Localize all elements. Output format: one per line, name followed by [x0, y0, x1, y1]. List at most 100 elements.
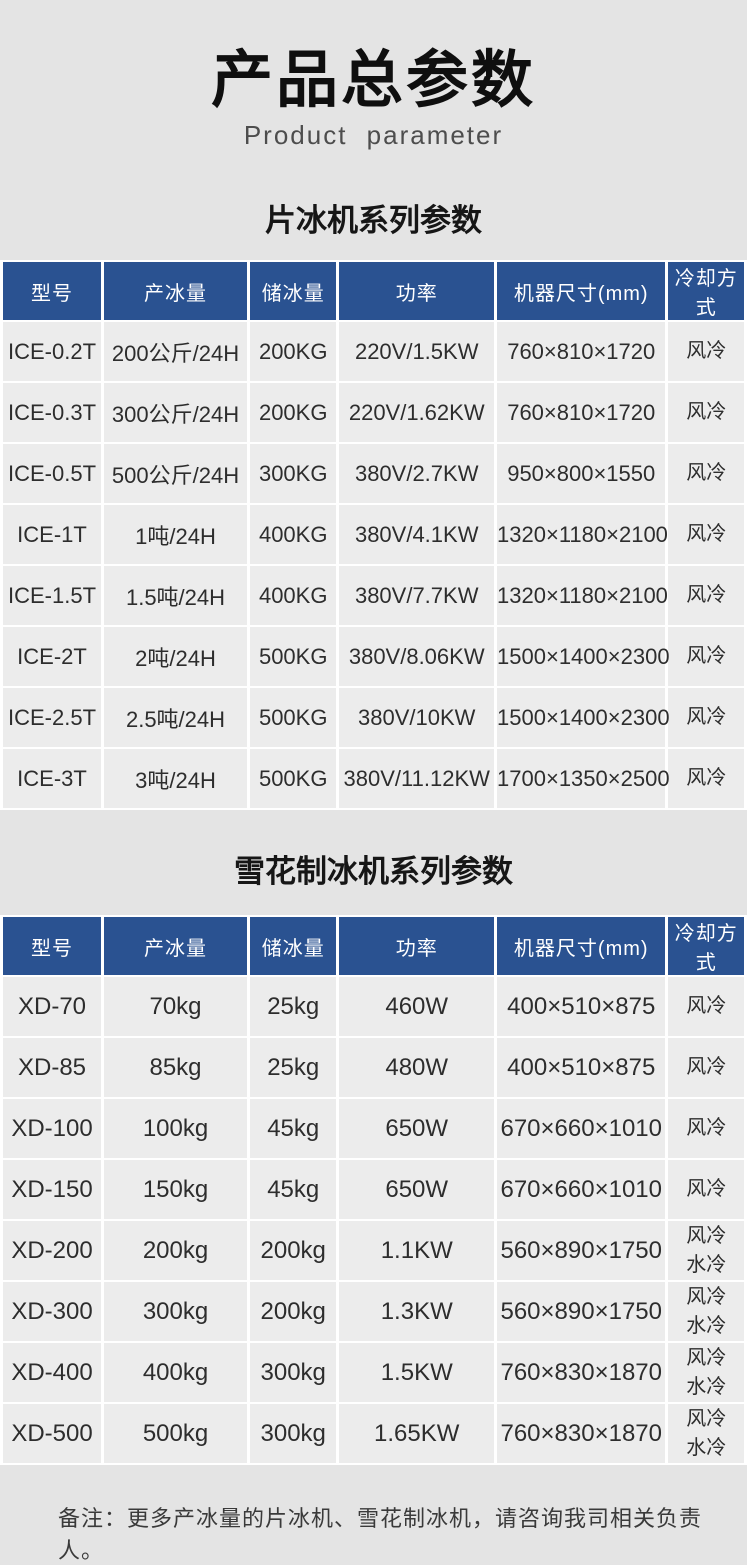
table-row: ICE-3T 3吨/24H 500KG 380V/11.12KW 1700×1350×2… [3, 749, 744, 809]
cell-machine-size: 560×890×1750 [497, 1221, 666, 1281]
table-row: XD-100 100kg 45kg 650W 670×660×1010 风冷 [3, 1099, 744, 1159]
cell-ice-output: 300kg [104, 1282, 248, 1342]
cell-cooling-method: 风冷 [668, 627, 744, 687]
column-header-ice-storage: 储冰量 [250, 917, 337, 976]
cell-ice-storage: 200KG [250, 383, 337, 443]
cell-cooling-method: 风冷 [668, 1038, 744, 1098]
cell-power: 380V/8.06KW [339, 627, 495, 687]
cell-ice-output: 70kg [104, 977, 248, 1037]
cell-model: XD-150 [3, 1160, 101, 1220]
cell-cooling-method: 风冷 [668, 566, 744, 626]
page-title: 产品总参数 [210, 46, 536, 115]
cell-machine-size: 400×510×875 [497, 977, 666, 1037]
cell-cooling-method: 风冷 [668, 505, 744, 565]
cell-model: XD-70 [3, 977, 101, 1037]
cell-machine-size: 760×830×1870 [497, 1404, 666, 1464]
column-header-cooling-method: 冷却方式 [668, 917, 744, 976]
cell-ice-storage: 400KG [250, 566, 337, 626]
column-header-model: 型号 [3, 917, 101, 976]
cell-machine-size: 560×890×1750 [497, 1282, 666, 1342]
table-row: ICE-1T 1吨/24H 400KG 380V/4.1KW 1320×1180×210… [3, 505, 744, 565]
cell-ice-storage: 500KG [250, 749, 337, 809]
cell-machine-size: 670×660×1010 [497, 1160, 666, 1220]
cell-machine-size: 1500×1400×2300 [497, 688, 670, 748]
table-header-row: 型号 产冰量 储冰量 功率 机器尺寸(mm) 冷却方式 [3, 262, 744, 321]
cell-ice-output: 200kg [104, 1221, 248, 1281]
table-row: XD-85 85kg 25kg 480W 400×510×875 风冷 [3, 1038, 744, 1098]
cell-power: 1.3KW [339, 1282, 495, 1342]
cell-ice-output: 500kg [104, 1404, 248, 1464]
column-header-power: 功率 [339, 262, 495, 321]
cell-machine-size: 1500×1400×2300 [497, 627, 670, 687]
cell-cooling-method: 风冷 水冷 [668, 1221, 744, 1281]
cell-power: 380V/11.12KW [339, 749, 495, 809]
cell-ice-storage: 25kg [250, 1038, 337, 1098]
cell-model: XD-500 [3, 1404, 101, 1464]
cell-power: 1.65KW [339, 1404, 495, 1464]
cell-power: 650W [339, 1160, 495, 1220]
table-row: ICE-0.2T 200公斤/24H 200KG 220V/1.5KW 760×810×… [3, 322, 744, 382]
cell-ice-output: 3吨/24H [104, 749, 248, 809]
cell-cooling-method: 风冷 [668, 383, 744, 443]
cell-model: ICE-2.5T [3, 688, 101, 748]
column-header-power: 功率 [339, 917, 495, 976]
cell-model: ICE-3T [3, 749, 101, 809]
cell-model: XD-100 [3, 1099, 101, 1159]
cell-cooling-method: 风冷 [668, 1160, 744, 1220]
cell-ice-storage: 400KG [250, 505, 337, 565]
table-row: XD-70 70kg 25kg 460W 400×510×875 风冷 [3, 977, 744, 1037]
column-header-ice-output: 产冰量 [104, 917, 248, 976]
cell-ice-storage: 300kg [250, 1343, 337, 1403]
table-row: XD-200 200kg 200kg 1.1KW 560×890×1750 风冷 水冷 [3, 1221, 744, 1281]
cell-model: ICE-2T [3, 627, 101, 687]
cell-ice-output: 85kg [104, 1038, 248, 1098]
cell-power: 220V/1.5KW [339, 322, 495, 382]
table-row: ICE-0.3T 300公斤/24H 200KG 220V/1.62KW 760×810… [3, 383, 744, 443]
cell-ice-storage: 45kg [250, 1099, 337, 1159]
cell-model: XD-85 [3, 1038, 101, 1098]
cell-cooling-method: 风冷 [668, 977, 744, 1037]
cell-model: XD-300 [3, 1282, 101, 1342]
column-header-ice-storage: 储冰量 [250, 262, 337, 321]
cell-machine-size: 760×830×1870 [497, 1343, 666, 1403]
column-header-machine-size: 机器尺寸(mm) [497, 917, 666, 976]
column-header-model: 型号 [3, 262, 101, 321]
cell-cooling-method: 风冷 [668, 749, 744, 809]
table-row: ICE-0.5T 500公斤/24H 300KG 380V/2.7KW 950×800×… [3, 444, 744, 504]
section-heading-snowflake-ice: 雪花制冰机系列参数 [234, 854, 513, 890]
cell-power: 380V/10KW [339, 688, 495, 748]
cell-model: ICE-0.2T [3, 322, 101, 382]
cell-ice-output: 200公斤/24H [104, 322, 248, 382]
cell-power: 380V/4.1KW [339, 505, 495, 565]
cell-ice-storage: 200kg [250, 1221, 337, 1281]
section-heading-flake-ice: 片冰机系列参数 [265, 203, 482, 239]
column-header-cooling-method: 冷却方式 [668, 262, 744, 321]
cell-ice-output: 150kg [104, 1160, 248, 1220]
table-row: XD-400 400kg 300kg 1.5KW 760×830×1870 风冷 水冷 [3, 1343, 744, 1403]
cell-power: 650W [339, 1099, 495, 1159]
cell-ice-output: 2.5吨/24H [104, 688, 248, 748]
cell-model: ICE-1.5T [3, 566, 101, 626]
table-row: ICE-1.5T 1.5吨/24H 400KG 380V/7.7KW 1320×1180… [3, 566, 744, 626]
cell-cooling-method: 风冷 [668, 322, 744, 382]
cell-machine-size: 1320×1180×2100 [497, 566, 668, 626]
cell-machine-size: 400×510×875 [497, 1038, 666, 1098]
column-header-machine-size: 机器尺寸(mm) [497, 262, 666, 321]
cell-machine-size: 760×810×1720 [497, 383, 666, 443]
cell-power: 380V/7.7KW [339, 566, 495, 626]
table-row: XD-300 300kg 200kg 1.3KW 560×890×1750 风冷 水冷 [3, 1282, 744, 1342]
cell-ice-output: 300公斤/24H [104, 383, 248, 443]
cell-ice-output: 1吨/24H [104, 505, 248, 565]
table-header-row: 型号 产冰量 储冰量 功率 机器尺寸(mm) 冷却方式 [3, 917, 744, 976]
cell-ice-storage: 45kg [250, 1160, 337, 1220]
cell-cooling-method: 风冷 水冷 [668, 1404, 744, 1464]
cell-ice-storage: 300kg [250, 1404, 337, 1464]
page-subtitle: Product parameter [243, 120, 504, 151]
cell-power: 220V/1.62KW [339, 383, 495, 443]
cell-model: XD-400 [3, 1343, 101, 1403]
cell-model: ICE-0.5T [3, 444, 101, 504]
cell-power: 380V/2.7KW [339, 444, 495, 504]
cell-model: XD-200 [3, 1221, 101, 1281]
cell-ice-output: 1.5吨/24H [104, 566, 248, 626]
cell-ice-output: 400kg [104, 1343, 248, 1403]
